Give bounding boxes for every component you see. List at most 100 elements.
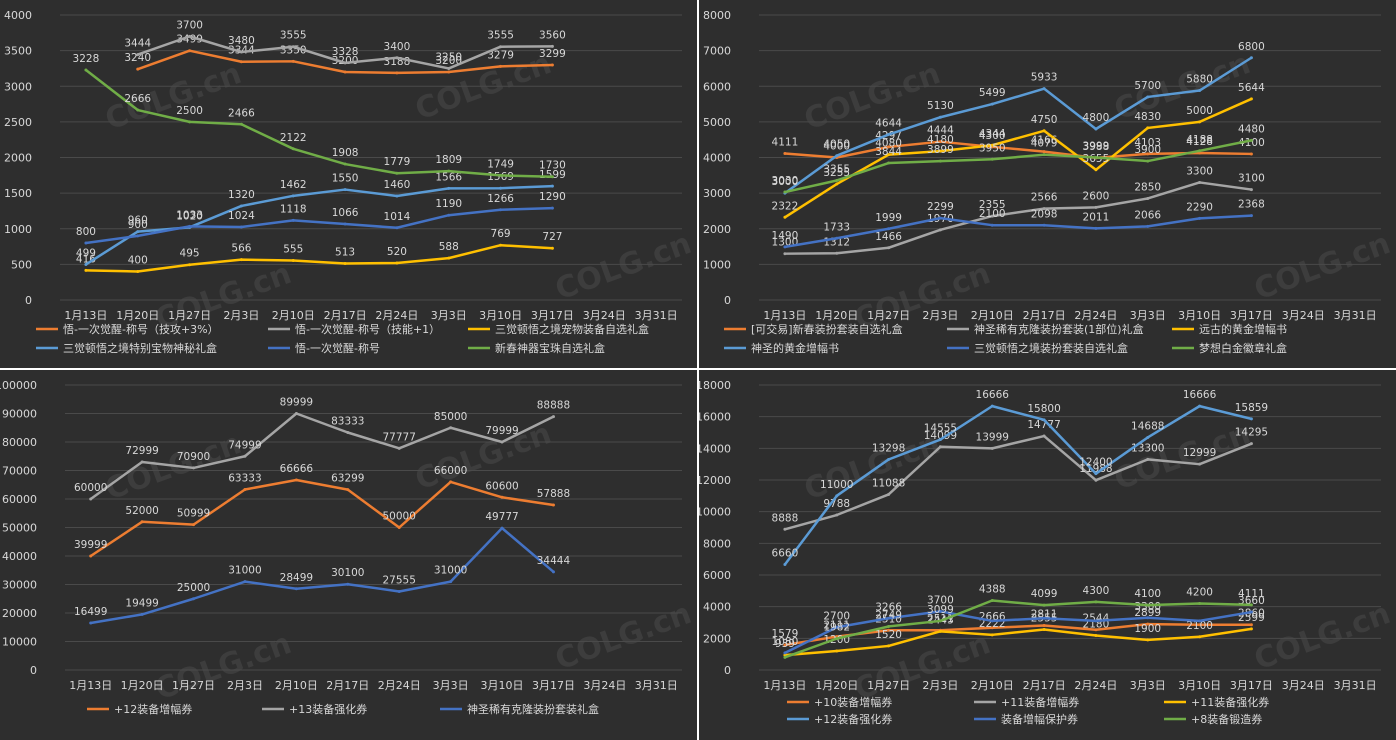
data-label: 2860 <box>1238 608 1265 620</box>
legend-label: 悟-一次觉醒-称号（技能+1） <box>295 322 440 336</box>
data-point <box>346 488 350 492</box>
data-point <box>192 597 196 601</box>
x-tick-label: 3月17日 <box>1230 309 1273 322</box>
data-label: 3555 <box>487 30 514 42</box>
x-tick-label: 2月3日 <box>922 309 958 322</box>
watermark-text: COLG.cn <box>1250 226 1395 307</box>
data-point <box>1094 628 1098 632</box>
y-tick-label: 50000 <box>2 522 37 535</box>
data-label: 3250 <box>435 51 462 63</box>
data-point <box>887 145 891 149</box>
data-point <box>89 621 93 625</box>
x-tick-label: 3月3日 <box>1130 679 1166 692</box>
data-label: 4444 <box>927 125 954 137</box>
data-point <box>291 45 295 49</box>
series-line-1 <box>784 434 1252 531</box>
x-tick-label: 2月3日 <box>223 309 259 322</box>
data-label: 4830 <box>1134 111 1161 123</box>
data-point <box>1042 418 1046 422</box>
data-label: 1733 <box>823 221 850 233</box>
data-point <box>397 589 401 593</box>
data-label: 3899 <box>927 144 954 156</box>
data-label: 3999 <box>1083 141 1110 153</box>
data-point <box>499 64 503 68</box>
data-label: 57888 <box>537 488 570 500</box>
data-label: 5700 <box>1134 80 1161 92</box>
data-label: 1190 <box>435 198 462 210</box>
data-label: 4111 <box>772 137 799 149</box>
legend-label: 梦想白金徽章礼盒 <box>1199 341 1287 355</box>
data-point <box>783 252 787 256</box>
data-point <box>938 140 942 144</box>
data-point <box>1146 457 1150 461</box>
data-point <box>1094 127 1098 131</box>
series-line-2 <box>784 627 1252 657</box>
data-label: 3444 <box>124 38 151 50</box>
data-label: 3266 <box>875 601 902 613</box>
data-point <box>887 246 891 250</box>
data-label: 30100 <box>331 567 364 579</box>
series-line-3 <box>784 56 1253 195</box>
data-point <box>938 159 942 163</box>
data-point <box>346 431 350 435</box>
data-label: 72999 <box>125 445 158 457</box>
data-point <box>1042 623 1046 627</box>
data-label: 77777 <box>383 431 416 443</box>
data-point <box>84 68 88 72</box>
x-tick-label: 3月3日 <box>1130 309 1166 322</box>
data-point <box>1198 623 1202 627</box>
data-point <box>783 527 787 531</box>
x-tick-label: 2月17日 <box>1023 679 1066 692</box>
data-label: 1566 <box>435 171 462 183</box>
data-point <box>1042 616 1046 620</box>
data-point <box>395 261 399 265</box>
y-tick-label: 0 <box>724 664 731 677</box>
data-label: 52000 <box>125 505 158 517</box>
data-point <box>291 258 295 262</box>
x-tick-label: 2月17日 <box>324 309 367 322</box>
data-label: 3240 <box>124 52 151 64</box>
data-label: 4111 <box>1238 588 1265 600</box>
data-point <box>1249 56 1253 60</box>
data-point <box>835 251 839 255</box>
data-label: 1490 <box>772 230 799 242</box>
data-label: 6800 <box>1238 41 1265 53</box>
data-point <box>188 49 192 53</box>
data-label: 3700 <box>176 19 203 31</box>
data-point <box>1094 472 1098 476</box>
legend-label: 新春神器宝珠自选礼盒 <box>495 341 605 355</box>
series-line-1 <box>784 181 1252 255</box>
x-tick-label: 3月31日 <box>1334 309 1377 322</box>
x-tick-label: 2月10日 <box>272 309 315 322</box>
data-point <box>397 526 401 529</box>
data-label: 6660 <box>772 548 799 560</box>
data-point <box>835 178 839 182</box>
data-label: 11000 <box>820 479 853 491</box>
data-point <box>1249 623 1253 627</box>
data-point <box>783 190 787 194</box>
data-label: 3700 <box>927 594 954 606</box>
data-point <box>343 61 347 65</box>
data-label: 12999 <box>1183 447 1216 459</box>
data-point <box>1146 603 1150 607</box>
data-point <box>990 223 994 227</box>
data-point <box>835 494 839 498</box>
data-label: 3099 <box>927 604 954 616</box>
y-tick-label: 2000 <box>703 632 731 645</box>
data-point <box>938 115 942 119</box>
data-point <box>395 171 399 175</box>
data-label: 85000 <box>434 411 467 423</box>
series-line-4 <box>784 214 1252 249</box>
legend-label: 神圣稀有克隆装扮套装(1部位)礼盒 <box>974 322 1144 336</box>
data-label: 499 <box>76 247 96 259</box>
legend-label: +11装备增幅券 <box>1001 695 1079 709</box>
data-label: 5644 <box>1238 82 1265 94</box>
data-label: 5933 <box>1031 72 1058 84</box>
data-point <box>938 619 942 623</box>
data-label: 1466 <box>875 231 902 243</box>
data-point <box>835 637 839 641</box>
data-point <box>783 643 787 647</box>
x-tick-label: 3月17日 <box>1230 679 1273 692</box>
